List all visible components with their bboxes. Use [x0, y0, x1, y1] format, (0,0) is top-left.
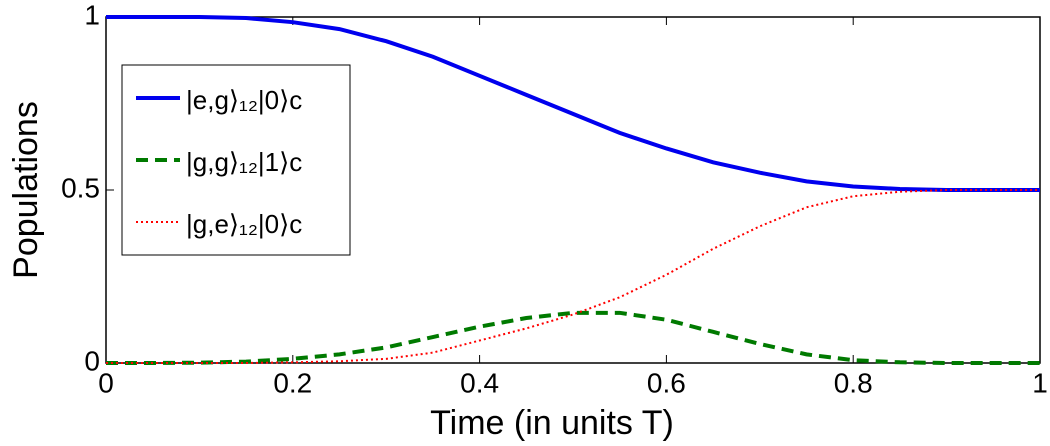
x-tick-label: 0.8: [834, 367, 873, 398]
series-line: [106, 310, 1040, 365]
y-tick-label: 1: [84, 0, 100, 30]
x-tick-label: 0.4: [460, 367, 499, 398]
series-line: [106, 189, 1040, 364]
legend-label: |e,g⟩₁₂|0⟩c: [186, 85, 302, 115]
legend-label: |g,e⟩₁₂|0⟩c: [186, 209, 302, 239]
x-tick-label: 0.2: [273, 367, 312, 398]
y-tick-label: 0.5: [61, 172, 100, 203]
y-axis-label: Populations: [7, 101, 45, 279]
x-tick-label: 0: [98, 367, 114, 398]
x-tick-label: 1: [1032, 367, 1048, 398]
series-line: [106, 15, 1040, 192]
x-axis-label: Time (in units T): [430, 404, 674, 442]
y-tick-label: 0: [84, 345, 100, 376]
legend-label: |g,g⟩₁₂|1⟩c: [186, 147, 302, 177]
x-tick-label: 0.6: [647, 367, 686, 398]
